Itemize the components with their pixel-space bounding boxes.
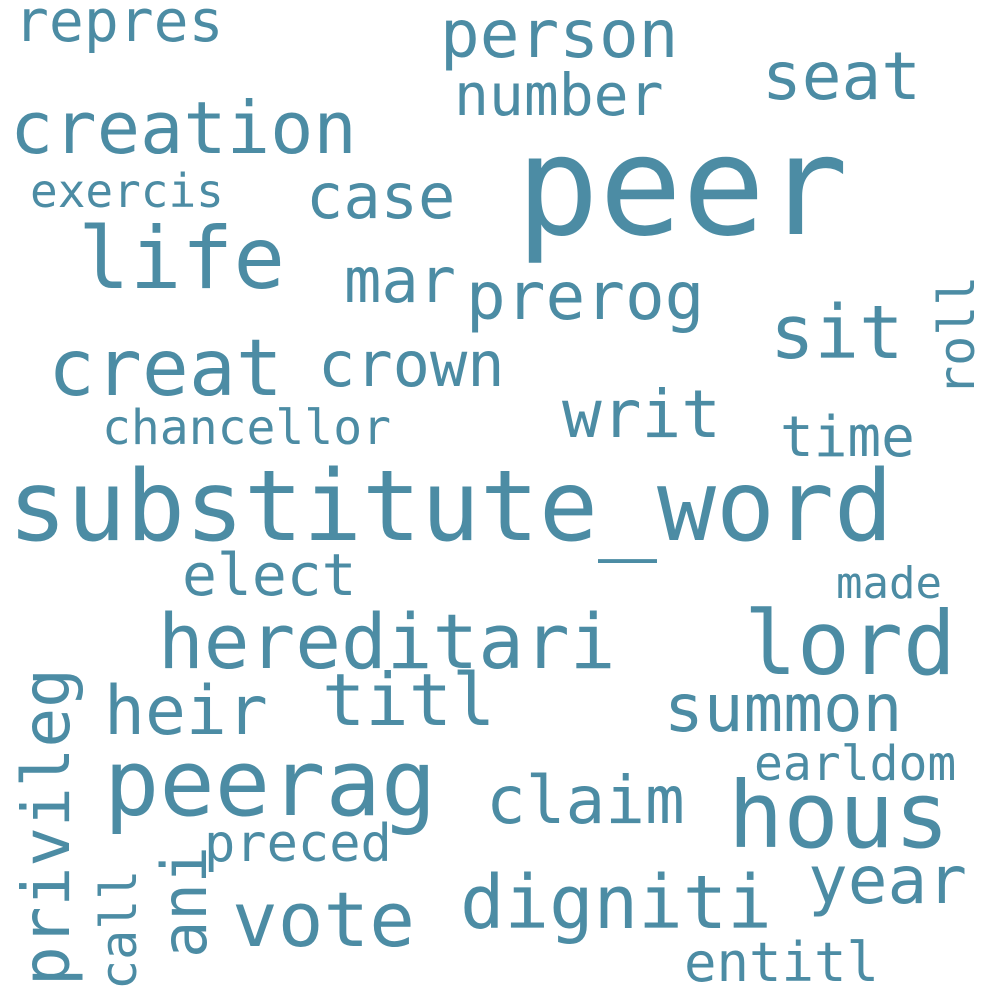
- word-preced: preced: [204, 814, 392, 874]
- word-elect: elect: [182, 541, 357, 609]
- word-sit: sit: [770, 290, 904, 376]
- word-call: call: [90, 869, 148, 990]
- word-digniti: digniti: [460, 860, 772, 946]
- word-peer: peer: [516, 106, 849, 267]
- word-creat: creat: [48, 324, 283, 414]
- word-exercis: exercis: [30, 164, 224, 218]
- word-number: number: [454, 61, 664, 129]
- word-entitl: entitl: [684, 931, 880, 994]
- word-vote: vote: [232, 875, 416, 964]
- word-roll: roll: [928, 275, 986, 396]
- word-summon: summon: [664, 670, 903, 747]
- word-heir: heir: [104, 672, 268, 751]
- word-privileg: privileg: [8, 668, 85, 986]
- word-peerag: peerag: [104, 730, 437, 837]
- word-lord: lord: [744, 592, 956, 695]
- word-hereditari: hereditari: [158, 597, 616, 686]
- word-creation: creation: [10, 86, 357, 170]
- word-mar: mar: [344, 244, 456, 317]
- word-hous: hous: [728, 762, 950, 869]
- word-repres: repres: [14, 0, 224, 55]
- word-case: case: [306, 160, 456, 233]
- word-crown: crown: [318, 328, 505, 401]
- word-prerog: prerog: [466, 258, 705, 335]
- word-titl: titl: [322, 658, 496, 742]
- word-time: time: [780, 405, 915, 470]
- word-substitute-word: substitute_word: [8, 450, 894, 564]
- word-writ: writ: [562, 376, 721, 453]
- word-seat: seat: [762, 38, 921, 115]
- word-person: person: [440, 0, 679, 73]
- word-year: year: [808, 842, 967, 919]
- word-made: made: [836, 558, 942, 609]
- word-life: life: [78, 209, 286, 309]
- word-claim: claim: [486, 762, 685, 839]
- word-ani: ani: [148, 846, 221, 958]
- word-earldom: earldom: [754, 736, 957, 792]
- word-chancellor: chancellor: [102, 400, 391, 456]
